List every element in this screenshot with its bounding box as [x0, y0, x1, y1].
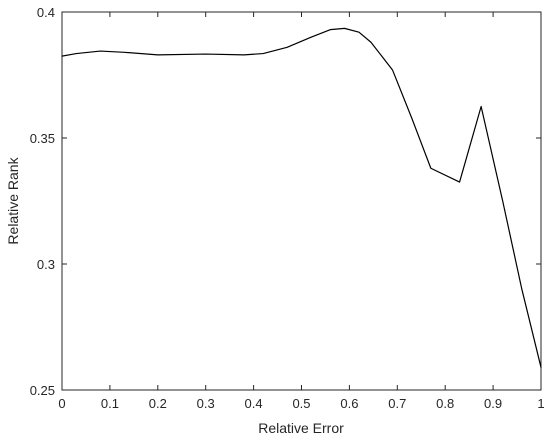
- series-line-0: [61, 27, 542, 368]
- x-tick-label: 1: [537, 396, 544, 411]
- plot-box: [61, 11, 542, 391]
- x-axis: 0 0.1 0.2 0.3 0.4 0.5 0.6 0.7 0.8 0.9 1: [58, 12, 545, 411]
- x-tick-label: 0.2: [149, 396, 167, 411]
- x-axis-label: Relative Error: [258, 420, 344, 436]
- y-axis: 0.25 0.3 0.35 0.4: [30, 5, 541, 398]
- x-tick-label: 0.9: [484, 396, 502, 411]
- x-tick-label: 0.1: [101, 396, 119, 411]
- x-tick-label: 0.5: [292, 396, 310, 411]
- plot-frame: [61, 11, 542, 391]
- y-tick-label: 0.3: [37, 257, 55, 272]
- y-tick-label: 0.25: [30, 383, 55, 398]
- series-layer: [61, 27, 542, 368]
- x-tick-label: 0.3: [197, 396, 215, 411]
- y-axis-label: Relative Rank: [5, 156, 21, 244]
- x-tick-label: 0: [58, 396, 65, 411]
- y-tick-label: 0.35: [30, 131, 55, 146]
- x-tick-label: 0.8: [436, 396, 454, 411]
- y-tick-label: 0.4: [37, 5, 55, 20]
- x-tick-label: 0.7: [388, 396, 406, 411]
- x-tick-label: 0.6: [340, 396, 358, 411]
- x-tick-label: 0.4: [245, 396, 263, 411]
